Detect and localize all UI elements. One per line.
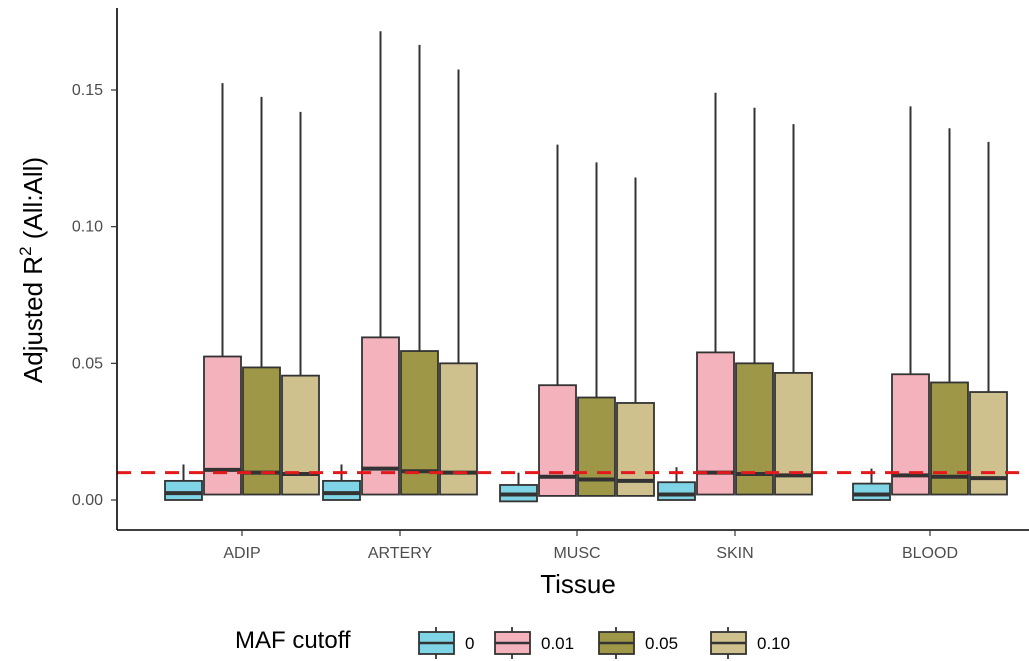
y-tick-label: 0.00 — [72, 492, 103, 509]
box-adip-maf-0.01 — [203, 83, 242, 496]
x-axis-title: Tissue — [540, 569, 616, 599]
legend-title: MAF cutoff — [235, 627, 351, 654]
x-tick-label: ARTERY — [368, 545, 433, 562]
box-skin-maf-0.01 — [696, 92, 735, 496]
box-body — [538, 384, 577, 497]
y-axis-title: Adjusted R2 (All:All) — [16, 157, 48, 383]
y-tick-label: 0.15 — [72, 82, 103, 99]
box-blood-maf-0.01 — [891, 106, 930, 496]
y-axis-title-main: Adjusted R — [18, 256, 48, 383]
box-artery-maf-0.10 — [439, 69, 478, 496]
box-artery-maf-0.01 — [361, 31, 400, 496]
y-axis-title-suffix: (All:All) — [18, 157, 48, 247]
x-tick-label: MUSC — [553, 545, 600, 562]
box-musc-maf-0 — [499, 472, 538, 503]
box-body — [164, 479, 203, 501]
box-skin-maf-0.05 — [735, 107, 774, 496]
box-musc-maf-0.01 — [538, 144, 577, 497]
y-axis-title-superscript: 2 — [16, 246, 35, 255]
box-body — [322, 479, 361, 501]
axes — [116, 8, 1029, 531]
box-skin-maf-0.10 — [774, 124, 813, 496]
y-tick-label: 0.05 — [72, 355, 103, 372]
box-blood-maf-0.05 — [930, 128, 969, 496]
box-adip-maf-0 — [164, 464, 203, 501]
box-blood-maf-0.10 — [969, 141, 1008, 496]
legend-label: 0.01 — [541, 634, 574, 653]
legend-label: 0.05 — [645, 634, 678, 653]
box-artery-maf-0.05 — [400, 44, 439, 496]
box-body — [242, 366, 281, 496]
y-ticks: 0.00 0.05 0.10 0.15 — [72, 82, 117, 509]
box-artery-maf-0 — [322, 464, 361, 501]
y-tick-label: 0.10 — [72, 219, 103, 236]
x-tick-label: BLOOD — [902, 545, 958, 562]
box-musc-maf-0.10 — [616, 177, 655, 497]
box-body — [657, 481, 696, 501]
box-skin-maf-0 — [657, 467, 696, 501]
legend-item-0.05: 0.05 — [598, 627, 678, 659]
box-body — [281, 374, 320, 496]
box-adip-maf-0.10 — [281, 111, 320, 496]
legend-label: 0 — [465, 634, 474, 653]
x-tick-label: ADIP — [223, 545, 260, 562]
legend-label: 0.10 — [757, 634, 790, 653]
x-ticks: ADIP ARTERY MUSC SKIN BLOOD — [223, 530, 958, 562]
box-body — [852, 482, 891, 501]
box-adip-maf-0.05 — [242, 96, 281, 496]
legend-item-0.10: 0.10 — [710, 627, 790, 659]
box-blood-maf-0 — [852, 468, 891, 501]
x-tick-label: SKIN — [716, 545, 753, 562]
legend-item-0: 0 — [418, 627, 474, 659]
plot-area — [164, 31, 1008, 503]
box-body — [439, 362, 478, 496]
box-body — [361, 336, 400, 496]
legend-item-0.01: 0.01 — [494, 627, 574, 659]
box-musc-maf-0.05 — [577, 162, 616, 497]
legend: MAF cutoff 0 0.01 0.05 0.10 — [235, 627, 790, 659]
